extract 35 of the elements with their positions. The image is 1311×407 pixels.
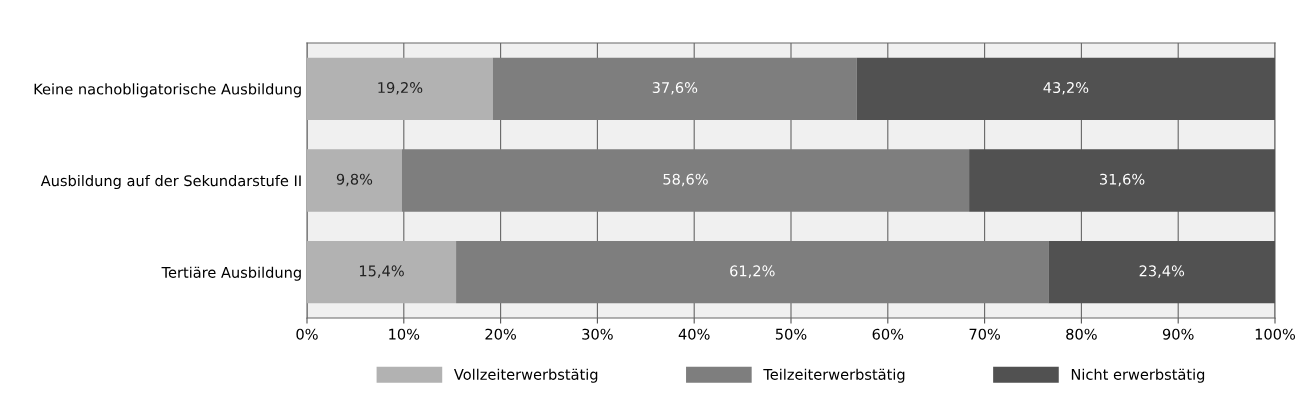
data-label: 15,4% xyxy=(359,265,404,278)
x-tick-label: 20% xyxy=(485,328,516,340)
x-tick-label: 10% xyxy=(389,328,420,340)
bar xyxy=(307,149,402,212)
bar xyxy=(492,57,857,120)
legend-label: Nicht erwerbstätig xyxy=(1071,368,1205,383)
data-label: 58,6% xyxy=(663,173,708,187)
bar xyxy=(456,241,1049,304)
data-label: 9,8% xyxy=(336,173,373,187)
bar xyxy=(307,241,457,304)
data-label: 37,6% xyxy=(652,82,698,95)
data-label: 19,2% xyxy=(378,82,423,95)
x-tick-label: 60% xyxy=(872,328,904,340)
x-tick-label: 0% xyxy=(296,328,318,340)
x-tick-label: 100% xyxy=(1255,328,1296,340)
x-tick-label: 80% xyxy=(1066,328,1097,340)
y-tick-label: Tertiäre Ausbildung xyxy=(161,266,301,281)
y-tick-label: Ausbildung auf der Sekundarstufe II xyxy=(40,174,301,190)
bar xyxy=(307,57,493,120)
x-tick-label: 30% xyxy=(582,328,613,340)
bar xyxy=(856,57,1275,120)
bar xyxy=(401,149,970,212)
data-label: 61,2% xyxy=(730,265,775,278)
legend-label: Vollzeiterwerbstätig xyxy=(454,368,598,383)
x-tick-label: 90% xyxy=(1162,328,1194,340)
data-label: 43,2% xyxy=(1043,82,1089,95)
x-tick-label: 50% xyxy=(775,328,807,340)
legend-label: Teilzeiterwerbstätig xyxy=(763,368,905,383)
y-tick-label: Keine nachobligatorische Ausbildung xyxy=(34,83,301,98)
x-tick-label: 70% xyxy=(969,328,1000,340)
x-tick-label: 40% xyxy=(678,328,710,340)
data-label: 31,6% xyxy=(1100,173,1145,187)
data-label: 23,4% xyxy=(1139,265,1185,278)
bar xyxy=(969,149,1275,212)
bar xyxy=(1048,241,1275,304)
